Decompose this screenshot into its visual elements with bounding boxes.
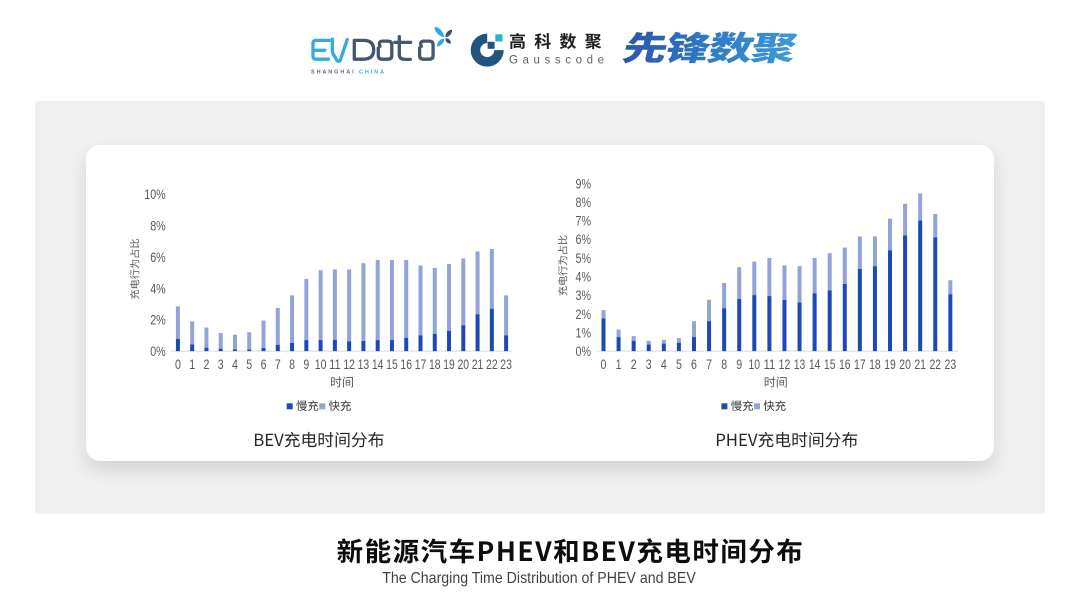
svg-text:17: 17 (415, 357, 427, 372)
svg-text:快充: 快充 (329, 398, 352, 414)
svg-text:快充: 快充 (763, 398, 786, 414)
svg-text:充电行为占比: 充电行为占比 (127, 238, 142, 299)
svg-text:充电行为占比: 充电行为占比 (555, 235, 570, 296)
svg-text:2%: 2% (576, 307, 592, 322)
svg-text:7: 7 (706, 357, 712, 372)
svg-text:18: 18 (869, 357, 881, 372)
svg-text:0: 0 (601, 357, 607, 372)
svg-text:2: 2 (631, 357, 637, 372)
svg-text:21: 21 (914, 357, 926, 372)
svg-text:4%: 4% (150, 281, 166, 296)
svg-text:8%: 8% (150, 219, 166, 234)
svg-text:6: 6 (691, 357, 697, 372)
svg-text:23: 23 (500, 357, 512, 372)
svg-text:0: 0 (175, 357, 181, 372)
svg-text:慢充: 慢充 (731, 398, 754, 414)
svg-text:9: 9 (303, 357, 309, 372)
svg-text:4: 4 (661, 357, 667, 372)
svg-text:1%: 1% (576, 325, 592, 340)
svg-text:PHEV充电时间分布: PHEV充电时间分布 (715, 427, 858, 451)
svg-text:0%: 0% (150, 344, 166, 359)
svg-text:12: 12 (343, 357, 355, 372)
svg-text:Gausscode: Gausscode (509, 54, 609, 66)
svg-text:7%: 7% (576, 214, 592, 229)
svg-text:3: 3 (646, 357, 652, 372)
svg-text:5: 5 (676, 357, 682, 372)
svg-text:5: 5 (246, 357, 252, 372)
svg-text:23: 23 (945, 357, 957, 372)
svg-text:8: 8 (289, 357, 295, 372)
svg-text:3%: 3% (576, 288, 592, 303)
svg-text:13: 13 (358, 357, 370, 372)
svg-text:慢充: 慢充 (296, 398, 319, 414)
svg-text:18: 18 (429, 357, 441, 372)
svg-text:2%: 2% (150, 313, 166, 328)
svg-text:16: 16 (400, 357, 412, 372)
svg-text:BEV充电时间分布: BEV充电时间分布 (253, 427, 384, 451)
svg-text:10: 10 (315, 357, 327, 372)
svg-text:4%: 4% (576, 270, 592, 285)
svg-text:高科数聚: 高科数聚 (509, 28, 610, 53)
svg-text:11: 11 (329, 357, 341, 372)
svg-text:6%: 6% (150, 250, 166, 265)
svg-text:10%: 10% (144, 187, 165, 202)
svg-text:16: 16 (839, 357, 851, 372)
svg-text:21: 21 (472, 357, 484, 372)
svg-text:7: 7 (275, 357, 281, 372)
svg-text:时间: 时间 (330, 374, 354, 391)
svg-text:1: 1 (189, 357, 195, 372)
svg-text:22: 22 (486, 357, 498, 372)
svg-text:19: 19 (443, 357, 455, 372)
svg-text:12: 12 (779, 357, 791, 372)
svg-text:SHANGHAI CHINA: SHANGHAI CHINA (311, 70, 386, 76)
svg-text:14: 14 (372, 357, 384, 372)
svg-text:8: 8 (721, 357, 727, 372)
svg-text:19: 19 (884, 357, 896, 372)
svg-text:先锋数聚: 先锋数聚 (618, 22, 803, 70)
svg-text:15: 15 (824, 357, 836, 372)
svg-text:9%: 9% (576, 176, 592, 191)
svg-text:10: 10 (749, 357, 761, 372)
svg-text:22: 22 (929, 357, 941, 372)
svg-text:4: 4 (232, 357, 238, 372)
svg-text:17: 17 (854, 357, 866, 372)
svg-text:8%: 8% (576, 195, 592, 210)
svg-text:5%: 5% (576, 251, 592, 266)
svg-text:9: 9 (736, 357, 742, 372)
svg-text:15: 15 (386, 357, 398, 372)
svg-text:时间: 时间 (764, 374, 788, 391)
svg-text:2: 2 (203, 357, 209, 372)
svg-text:11: 11 (764, 357, 776, 372)
svg-text:13: 13 (794, 357, 806, 372)
svg-text:6%: 6% (576, 232, 592, 247)
svg-text:20: 20 (899, 357, 911, 372)
svg-text:14: 14 (809, 357, 821, 372)
svg-text:6: 6 (261, 357, 267, 372)
svg-text:1: 1 (616, 357, 622, 372)
svg-text:0%: 0% (576, 344, 592, 359)
svg-text:3: 3 (218, 357, 224, 372)
svg-text:20: 20 (458, 357, 470, 372)
